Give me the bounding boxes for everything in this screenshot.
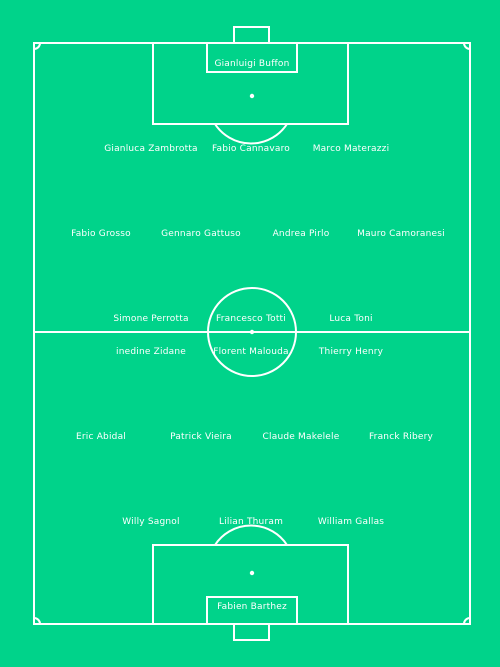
top-penalty-spot — [249, 93, 255, 99]
corner-arc-bottom-left — [33, 617, 41, 625]
player-name: Gianluigi Buffon — [214, 59, 289, 69]
top-penalty-arc — [214, 123, 288, 145]
center-spot — [249, 329, 255, 335]
player-labels: Gianluigi Buffon Gianluca Zambrotta Fabio … — [71, 59, 445, 612]
corner-arc-bottom-right — [463, 617, 471, 625]
player-name: Florent Malouda — [213, 347, 289, 357]
player-name: Eric Abidal — [76, 432, 126, 442]
player-name: Franck Ribery — [369, 432, 434, 442]
player-name: Fabio Grosso — [71, 229, 131, 239]
top-goal-area — [206, 42, 298, 73]
player-name: Marco Materazzi — [313, 144, 390, 154]
player-name: Gianluca Zambrotta — [104, 144, 198, 154]
player-name: Fabio Cannavaro — [212, 144, 290, 154]
player-name: Andrea Pirlo — [273, 229, 330, 239]
player-name: Willy Sagnol — [122, 517, 179, 527]
player-name: Thierry Henry — [318, 347, 384, 357]
player-name: Mauro Camoranesi — [357, 229, 445, 239]
bottom-penalty-arc — [214, 524, 288, 546]
player-name: William Gallas — [318, 517, 384, 527]
bottom-penalty-spot — [249, 570, 255, 576]
player-name: Luca Toni — [329, 314, 372, 324]
player-name: inedine Zidane — [116, 347, 186, 357]
player-name: Francesco Totti — [216, 314, 286, 324]
player-name: Lilian Thuram — [219, 517, 283, 527]
bottom-goal-area — [206, 596, 298, 625]
corner-arc-top-right — [463, 42, 471, 50]
pitch-spots — [249, 93, 255, 576]
corner-arc-top-left — [33, 42, 41, 50]
player-name: Simone Perrotta — [113, 314, 188, 324]
player-name: Gennaro Gattuso — [161, 229, 241, 239]
pitch-markings — [33, 26, 471, 641]
center-circle — [207, 287, 297, 377]
player-name: Fabien Barthez — [217, 602, 287, 612]
player-name: Claude Makelele — [263, 432, 340, 442]
player-name: Patrick Vieira — [170, 432, 232, 442]
